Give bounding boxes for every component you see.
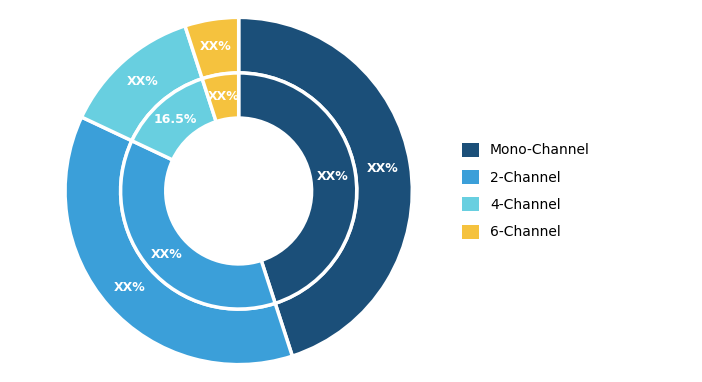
Wedge shape <box>239 17 412 356</box>
Text: XX%: XX% <box>208 90 239 103</box>
Text: XX%: XX% <box>151 248 183 261</box>
Text: XX%: XX% <box>200 40 232 53</box>
Wedge shape <box>65 117 292 365</box>
Wedge shape <box>81 26 202 141</box>
Wedge shape <box>132 79 216 160</box>
Wedge shape <box>185 17 239 79</box>
Text: XX%: XX% <box>114 281 145 294</box>
Text: XX%: XX% <box>317 170 349 183</box>
Text: XX%: XX% <box>367 162 399 175</box>
Wedge shape <box>239 73 357 303</box>
Wedge shape <box>121 141 275 309</box>
Text: XX%: XX% <box>126 75 158 88</box>
Text: 16.5%: 16.5% <box>154 113 197 126</box>
Legend: Mono-Channel, 2-Channel, 4-Channel, 6-Channel: Mono-Channel, 2-Channel, 4-Channel, 6-Ch… <box>462 142 590 240</box>
Wedge shape <box>202 73 239 121</box>
